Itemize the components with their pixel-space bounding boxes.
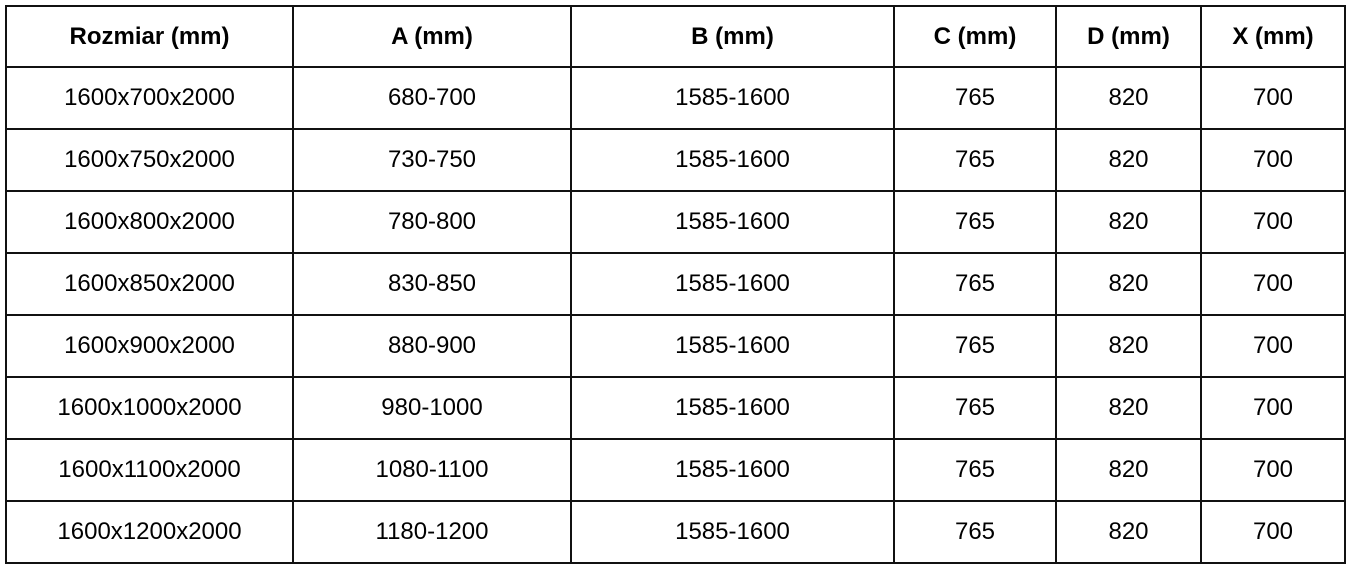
cell-size: 1600x1000x2000 xyxy=(5,376,294,440)
table-row: 1600x1100x2000 1080-1100 1585-1600 765 820 70… xyxy=(5,438,1346,502)
cell-a: 1080-1100 xyxy=(292,438,572,502)
column-header-x: X (mm) xyxy=(1200,5,1346,68)
column-header-a: A (mm) xyxy=(292,5,572,68)
dimensions-table: Rozmiar (mm) A (mm) B (mm) C (mm) D (mm) X (m… xyxy=(5,5,1346,564)
cell-d: 820 xyxy=(1055,314,1202,378)
table-row: 1600x1000x2000 980-1000 1585-1600 765 820 700 xyxy=(5,376,1346,440)
cell-a: 680-700 xyxy=(292,66,572,130)
cell-d: 820 xyxy=(1055,438,1202,502)
cell-size: 1600x1100x2000 xyxy=(5,438,294,502)
header-row: Rozmiar (mm) A (mm) B (mm) C (mm) D (mm) X (m… xyxy=(5,5,1346,68)
cell-c: 765 xyxy=(893,314,1057,378)
cell-x: 700 xyxy=(1200,190,1346,254)
cell-b: 1585-1600 xyxy=(570,252,895,316)
column-header-c: C (mm) xyxy=(893,5,1057,68)
cell-size: 1600x900x2000 xyxy=(5,314,294,378)
cell-x: 700 xyxy=(1200,500,1346,564)
cell-b: 1585-1600 xyxy=(570,438,895,502)
cell-b: 1585-1600 xyxy=(570,500,895,564)
cell-a: 980-1000 xyxy=(292,376,572,440)
cell-x: 700 xyxy=(1200,438,1346,502)
table-row: 1600x850x2000 830-850 1585-1600 765 820 700 xyxy=(5,252,1346,316)
cell-c: 765 xyxy=(893,252,1057,316)
cell-x: 700 xyxy=(1200,314,1346,378)
column-header-d: D (mm) xyxy=(1055,5,1202,68)
cell-b: 1585-1600 xyxy=(570,66,895,130)
cell-c: 765 xyxy=(893,66,1057,130)
cell-d: 820 xyxy=(1055,66,1202,130)
table-row: 1600x1200x2000 1180-1200 1585-1600 765 820 70… xyxy=(5,500,1346,564)
cell-c: 765 xyxy=(893,190,1057,254)
cell-a: 830-850 xyxy=(292,252,572,316)
cell-a: 780-800 xyxy=(292,190,572,254)
cell-d: 820 xyxy=(1055,252,1202,316)
cell-size: 1600x850x2000 xyxy=(5,252,294,316)
cell-x: 700 xyxy=(1200,66,1346,130)
cell-d: 820 xyxy=(1055,500,1202,564)
cell-x: 700 xyxy=(1200,252,1346,316)
cell-a: 730-750 xyxy=(292,128,572,192)
cell-size: 1600x800x2000 xyxy=(5,190,294,254)
cell-b: 1585-1600 xyxy=(570,314,895,378)
cell-x: 700 xyxy=(1200,128,1346,192)
cell-c: 765 xyxy=(893,500,1057,564)
cell-c: 765 xyxy=(893,438,1057,502)
table-row: 1600x750x2000 730-750 1585-1600 765 820 700 xyxy=(5,128,1346,192)
cell-b: 1585-1600 xyxy=(570,190,895,254)
cell-a: 880-900 xyxy=(292,314,572,378)
cell-c: 765 xyxy=(893,128,1057,192)
table-row: 1600x700x2000 680-700 1585-1600 765 820 700 xyxy=(5,66,1346,130)
cell-d: 820 xyxy=(1055,376,1202,440)
table-row: 1600x900x2000 880-900 1585-1600 765 820 700 xyxy=(5,314,1346,378)
cell-d: 820 xyxy=(1055,190,1202,254)
column-header-b: B (mm) xyxy=(570,5,895,68)
cell-a: 1180-1200 xyxy=(292,500,572,564)
cell-x: 700 xyxy=(1200,376,1346,440)
cell-b: 1585-1600 xyxy=(570,128,895,192)
table-row: 1600x800x2000 780-800 1585-1600 765 820 700 xyxy=(5,190,1346,254)
cell-size: 1600x1200x2000 xyxy=(5,500,294,564)
cell-size: 1600x750x2000 xyxy=(5,128,294,192)
cell-size: 1600x700x2000 xyxy=(5,66,294,130)
column-header-size: Rozmiar (mm) xyxy=(5,5,294,68)
cell-b: 1585-1600 xyxy=(570,376,895,440)
cell-c: 765 xyxy=(893,376,1057,440)
cell-d: 820 xyxy=(1055,128,1202,192)
